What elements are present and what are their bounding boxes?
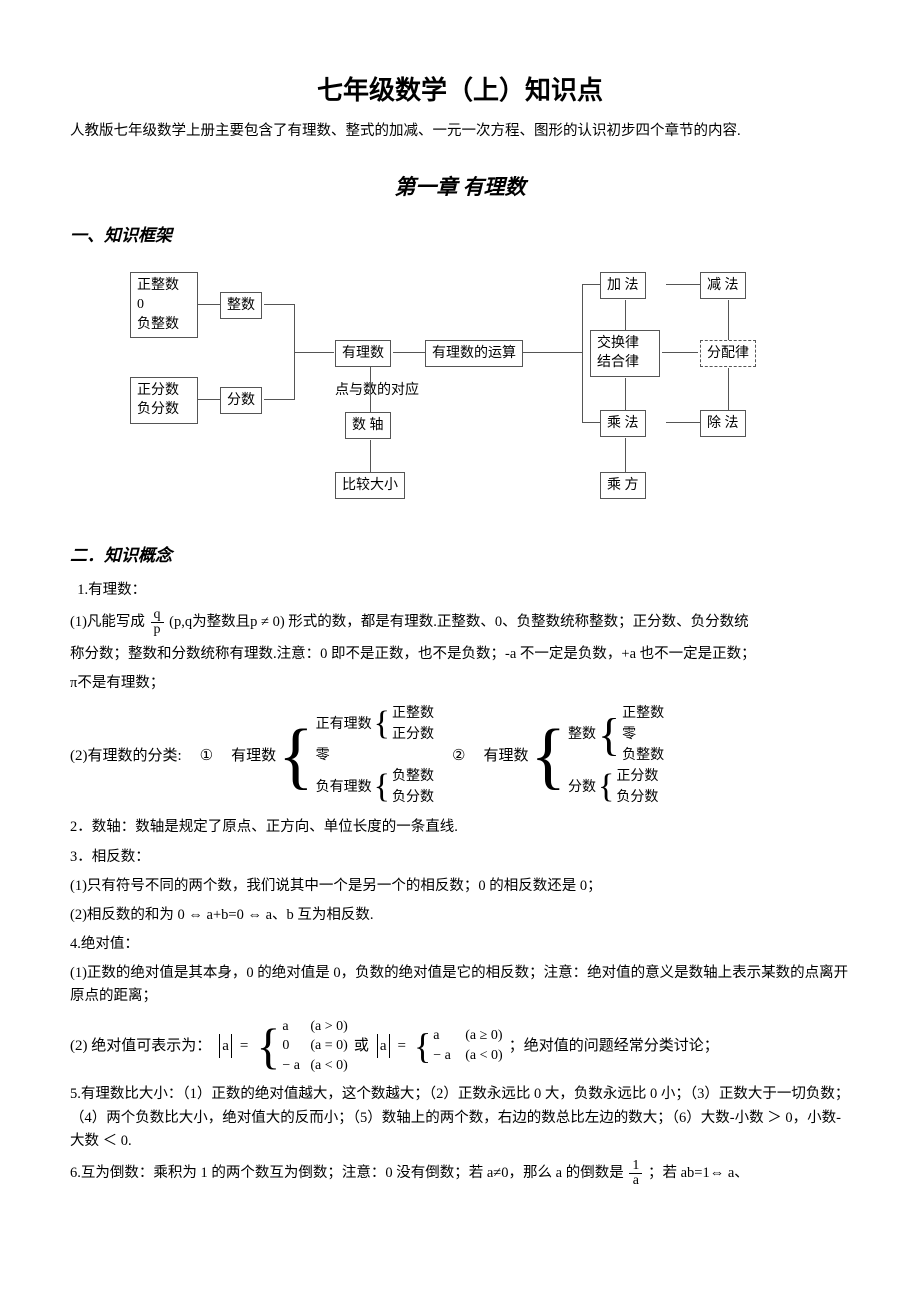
node-fractions-set: 正分数 负分数 bbox=[130, 377, 198, 424]
concept-1-head: 1.有理数： bbox=[70, 579, 850, 602]
node-divide: 除 法 bbox=[700, 410, 746, 438]
abs-cases-3: { a(a > 0) 0(a = 0) − a(a < 0) bbox=[254, 1017, 347, 1076]
node-power: 乘 方 bbox=[600, 472, 646, 500]
node-integer: 整数 bbox=[220, 292, 262, 320]
concept-1-2-classification: (2)有理数的分类: ① 有理数 { 正有理数{ 正整数正分数 零 负有理数{ … bbox=[70, 703, 850, 808]
concept-3-1: (1)只有符号不同的两个数，我们说其中一个是另一个的相反数；0 的相反数还是 0… bbox=[70, 875, 850, 898]
node-operations: 有理数的运算 bbox=[425, 340, 523, 368]
classification-b: 有理数 { 整数{ 正整数零负整数 分数{ 正分数负分数 bbox=[483, 703, 664, 808]
fraction-q-over-p: q p bbox=[151, 608, 164, 637]
node-integers-set: 正整数 0 负整数 bbox=[130, 272, 198, 339]
section-2-heading: 二．知识概念 bbox=[70, 542, 850, 569]
abs-cases-2: { a(a ≥ 0) − a(a < 0) bbox=[412, 1026, 503, 1065]
or-text: 或 bbox=[354, 1034, 369, 1058]
section-1-heading: 一、知识框架 bbox=[70, 222, 850, 249]
intro-text: 人教版七年级数学上册主要包含了有理数、整式的加减、一元一次方程、图形的认识初步四… bbox=[70, 120, 850, 143]
node-compare: 比较大小 bbox=[335, 472, 405, 500]
concept-1-1b: 称分数；整数和分数统称有理数.注意：0 即不是正数，也不是负数；-a 不一定是负… bbox=[70, 643, 850, 666]
text-fragment: (p,q为整数且p ≠ 0) 形式的数，都是有理数.正整数、0、负整数统称整数；… bbox=[169, 614, 749, 630]
node-multiply: 乘 法 bbox=[600, 410, 646, 438]
abs-bars-2: a bbox=[377, 1034, 390, 1058]
fraction-1-over-a: 1 a bbox=[629, 1159, 642, 1188]
knowledge-diagram: 正整数 0 负整数 整数 正分数 负分数 分数 有理数 有理数的运算 点与数的对… bbox=[70, 262, 850, 522]
concept-4-head: 4.绝对值： bbox=[70, 933, 850, 956]
concept-2: 2．数轴：数轴是规定了原点、正方向、单位长度的一条直线. bbox=[70, 816, 850, 839]
text-fragment: (1)凡能写成 bbox=[70, 614, 145, 630]
abs-bars: a bbox=[219, 1034, 232, 1058]
concept-3-head: 3．相反数： bbox=[70, 846, 850, 869]
node-distributive: 分配律 bbox=[700, 340, 756, 368]
classification-a: 有理数 { 正有理数{ 正整数正分数 零 负有理数{ 负整数负分数 bbox=[231, 703, 434, 808]
page-title: 七年级数学（上）知识点 bbox=[70, 70, 850, 112]
text-fragment: 6.互为倒数：乘积为 1 的两个数互为倒数；注意：0 没有倒数；若 a≠0，那么… bbox=[70, 1165, 624, 1181]
node-number-line: 数 轴 bbox=[345, 412, 391, 440]
node-rational: 有理数 bbox=[335, 340, 391, 368]
concept-1-1c: π不是有理数； bbox=[70, 672, 850, 695]
node-laws: 交换律 结合律 bbox=[590, 330, 660, 377]
concept-1-1: (1)凡能写成 q p (p,q为整数且p ≠ 0) 形式的数，都是有理数.正整… bbox=[70, 608, 850, 637]
node-subtraction: 减 法 bbox=[700, 272, 746, 300]
node-fraction: 分数 bbox=[220, 387, 262, 415]
circled-1: ① bbox=[200, 744, 213, 768]
text-fragment: (2) 绝对值可表示为： bbox=[70, 1034, 211, 1058]
concept-4-1: (1)正数的绝对值是其本身，0 的绝对值是 0，负数的绝对值是它的相反数；注意：… bbox=[70, 962, 850, 1008]
label-point-number: 点与数的对应 bbox=[335, 380, 419, 402]
text-fragment: ；若 ab=1⇔ a、 bbox=[648, 1165, 749, 1181]
chapter-heading: 第一章 有理数 bbox=[70, 171, 850, 205]
text-fragment: ；绝对值的问题经常分类讨论； bbox=[509, 1034, 719, 1058]
circled-2: ② bbox=[452, 744, 465, 768]
concept-5: 5.有理数比大小：（1）正数的绝对值越大，这个数越大；（2）正数永远比 0 大，… bbox=[70, 1083, 850, 1153]
concept-6: 6.互为倒数：乘积为 1 的两个数互为倒数；注意：0 没有倒数；若 a≠0，那么… bbox=[70, 1159, 850, 1188]
label: (2)有理数的分类: bbox=[70, 744, 182, 768]
concept-4-2-abs: (2) 绝对值可表示为： a = { a(a > 0) 0(a = 0) − a… bbox=[70, 1017, 850, 1076]
concept-3-2: (2)相反数的和为 0 ⇔ a+b=0 ⇔ a、b 互为相反数. bbox=[70, 904, 850, 927]
node-addition: 加 法 bbox=[600, 272, 646, 300]
